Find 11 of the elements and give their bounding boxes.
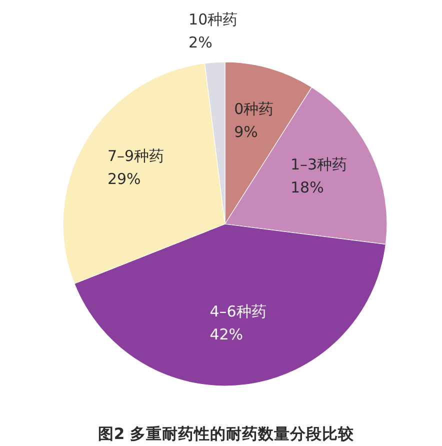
data-label: 29% [107, 170, 141, 188]
text: 图2 多重耐药性的耐药数量分段比较 [98, 425, 356, 443]
slice-label: 10种药 [188, 10, 238, 29]
data-label: 2% [188, 34, 212, 52]
slice-label: 1–3种药 [290, 156, 348, 174]
slice-label: 0种药 [234, 100, 274, 118]
slice-label: 7–9种药 [107, 146, 164, 165]
data-label: 9% [234, 123, 258, 142]
data-label: 42% [210, 326, 244, 344]
data-label: 18% [290, 178, 324, 197]
slice-label: 4–6种药 [210, 302, 266, 321]
